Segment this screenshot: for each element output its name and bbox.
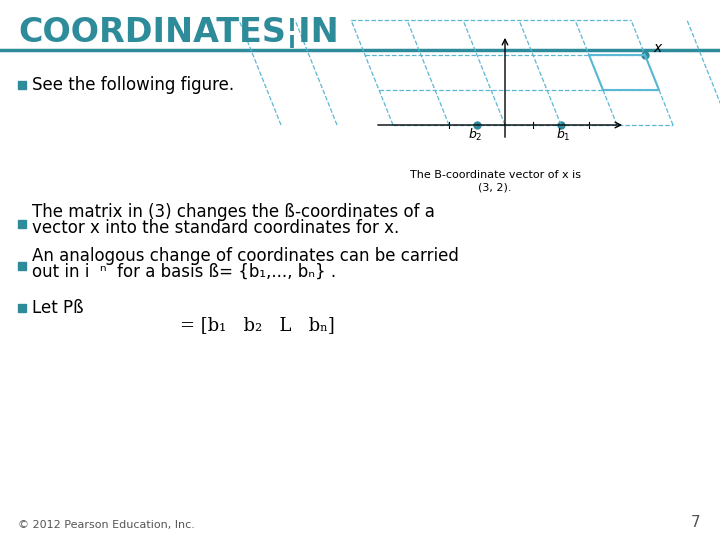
Bar: [18, 304, 26, 312]
Text: The B-coordinate vector of x is: The B-coordinate vector of x is: [410, 170, 580, 180]
Bar: [18, 81, 26, 89]
Text: 7: 7: [690, 515, 700, 530]
Text: Let Pß: Let Pß: [32, 299, 84, 317]
Text: vector x into the standard coordinates for x.: vector x into the standard coordinates f…: [32, 219, 400, 237]
Bar: [18, 220, 26, 228]
Text: = [b₁   b₂   L   bₙ]: = [b₁ b₂ L bₙ]: [180, 316, 335, 334]
Text: $b_2$: $b_2$: [468, 127, 482, 143]
Text: out in i  ⁿ  for a basis ß= {b₁,..., bₙ} .: out in i ⁿ for a basis ß= {b₁,..., bₙ} .: [32, 263, 336, 281]
Text: © 2012 Pearson Education, Inc.: © 2012 Pearson Education, Inc.: [18, 520, 195, 530]
Text: The matrix in (3) changes the ß-coordinates of a: The matrix in (3) changes the ß-coordina…: [32, 203, 435, 221]
Text: $b_1$: $b_1$: [556, 127, 570, 143]
Bar: [18, 262, 26, 270]
Text: See the following figure.: See the following figure.: [32, 76, 234, 94]
Text: (3, 2).: (3, 2).: [478, 182, 512, 192]
Text: x: x: [653, 41, 661, 55]
Text: COORDINATES¦IN: COORDINATES¦IN: [18, 16, 338, 49]
Text: An analogous change of coordinates can be carried: An analogous change of coordinates can b…: [32, 247, 459, 265]
